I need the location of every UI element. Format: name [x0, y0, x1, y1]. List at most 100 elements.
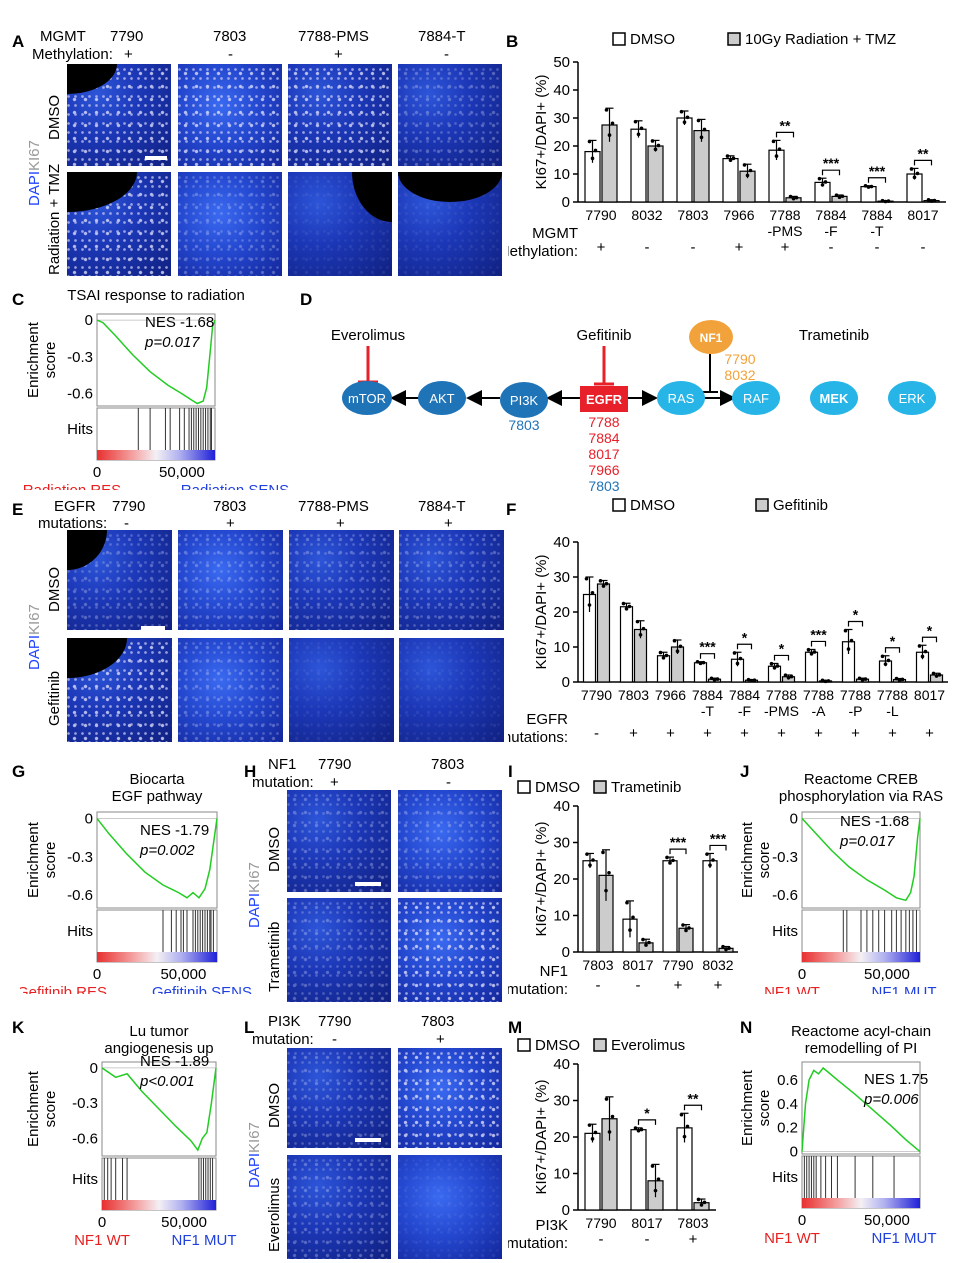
- row-status: -: [875, 239, 880, 256]
- row-status: +: [735, 239, 744, 256]
- x-tick-label: -P: [849, 703, 863, 719]
- node-mek: MEK: [810, 381, 858, 415]
- data-point: [672, 638, 677, 643]
- data-point: [920, 654, 925, 659]
- data-point: [587, 1123, 592, 1127]
- x-tick-label: -A: [812, 703, 827, 719]
- hits-label: Hits: [772, 923, 798, 940]
- data-point: [685, 1124, 690, 1129]
- data-point: [886, 199, 891, 203]
- x-tick-label: 7803: [677, 1215, 708, 1231]
- row-label: Trametinib: [266, 921, 283, 992]
- bar: [656, 655, 671, 683]
- data-point: [591, 858, 595, 862]
- data-point: [650, 139, 655, 143]
- x-tick-label: -T: [701, 703, 715, 719]
- data-point: [934, 674, 939, 678]
- micrograph: [398, 172, 502, 276]
- x-tick-label: 7966: [723, 207, 754, 223]
- mutation-status: -: [124, 515, 129, 532]
- bar: [596, 583, 611, 683]
- legend-label: Everolimus: [611, 1037, 685, 1054]
- data-point: [860, 678, 865, 682]
- data-point: [638, 632, 643, 637]
- significance-label: *: [644, 1105, 650, 1121]
- data-point: [682, 120, 687, 124]
- data-point: [639, 1127, 644, 1132]
- x-tick-label: 50,000: [160, 966, 206, 983]
- micrograph: [287, 1048, 391, 1148]
- x-tick-label: -L: [886, 703, 899, 719]
- bar-chart-b: DMSO 10Gy Radiation + TMZ 0 10 20 30 40 50KI67+…: [508, 31, 946, 260]
- data-point: [817, 176, 822, 181]
- micrograph: [399, 530, 504, 630]
- data-point: [653, 147, 658, 152]
- panel-letter-e: E: [12, 500, 24, 519]
- bar: [676, 117, 693, 203]
- y-axis-label: KI67+/DAPI+ (%): [533, 1079, 550, 1194]
- row-status: +: [629, 725, 638, 742]
- data-point: [587, 139, 592, 144]
- y-tick-label: 0: [562, 194, 570, 211]
- row-status: -: [645, 239, 650, 256]
- bar: [630, 1129, 647, 1211]
- row-status: -: [636, 977, 641, 994]
- y-tick-label: -0.6: [67, 386, 93, 403]
- y-axis-label: score: [756, 1090, 773, 1127]
- legend-swatch: [755, 498, 769, 512]
- significance-bracket: [821, 169, 841, 176]
- data-point: [647, 940, 651, 945]
- row-label: DMSO: [46, 567, 63, 612]
- rank-gradient-bar: [802, 952, 920, 962]
- data-point: [679, 1112, 684, 1117]
- data-point: [699, 135, 704, 140]
- x-tick-label: 7803: [618, 687, 649, 703]
- methylation-status: +: [124, 46, 133, 63]
- left-phenotype-label: NF1 WT: [764, 1230, 820, 1247]
- x-tick-label: 7803: [677, 207, 708, 223]
- right-phenotype-label: NF1 MUT: [872, 984, 937, 994]
- x-tick-label: 0: [98, 1214, 106, 1231]
- hits-label: Hits: [67, 421, 93, 438]
- bar: [662, 860, 678, 953]
- bar: [630, 128, 647, 203]
- significance-bracket: [773, 654, 790, 661]
- micrograph: [178, 638, 283, 742]
- x-tick-label: 0: [93, 966, 101, 983]
- row-label: mutations:: [508, 729, 568, 744]
- panel-letter-c: C: [12, 290, 25, 309]
- micrograph: [178, 172, 282, 276]
- data-point: [724, 947, 728, 952]
- data-point: [644, 943, 648, 947]
- data-point: [607, 870, 611, 875]
- micrograph: [67, 638, 172, 742]
- data-point: [696, 118, 701, 123]
- micrograph: [288, 64, 392, 166]
- panel-letter-b: B: [506, 32, 519, 51]
- data-point: [607, 1130, 612, 1134]
- data-point: [863, 184, 868, 188]
- significance-bracket: [736, 643, 753, 650]
- data-point: [681, 923, 685, 927]
- node-mek-label: MEK: [820, 391, 850, 406]
- legend-label: DMSO: [630, 31, 675, 48]
- methylation-status: -: [228, 46, 233, 63]
- x-tick-label: 50,000: [864, 1212, 910, 1229]
- panel-letter-k: K: [12, 1018, 25, 1037]
- row-label: DMSO: [266, 1083, 283, 1128]
- micrograph: [67, 172, 171, 276]
- data-point: [590, 1137, 595, 1141]
- pathway-diagram: [358, 346, 736, 406]
- data-point: [880, 198, 885, 203]
- significance-label: ***: [823, 155, 840, 171]
- y-tick-label: 20: [553, 871, 570, 888]
- data-point: [912, 175, 917, 180]
- panel-letter-m: M: [508, 1018, 523, 1037]
- sample-label: 7790: [112, 498, 146, 515]
- y-tick-label: 0: [562, 674, 570, 691]
- data-point: [732, 651, 737, 655]
- data-point: [604, 108, 609, 112]
- y-tick-label: 30: [553, 569, 570, 586]
- y-axis-label: Enrichment: [740, 821, 756, 898]
